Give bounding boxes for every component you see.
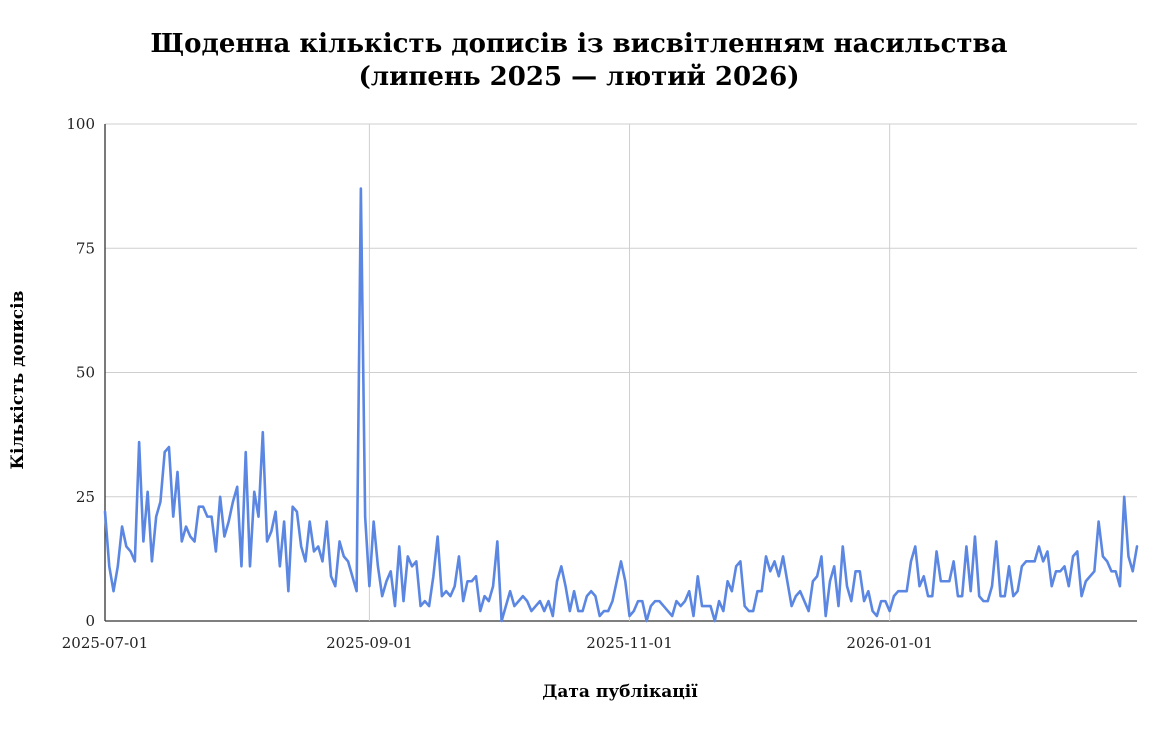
y-tick-label: 25	[76, 488, 95, 506]
y-tick-label: 50	[76, 364, 95, 382]
chart-title-line-1: Щоденна кількість дописів із висвітлення…	[150, 29, 1008, 59]
x-axis-title: Дата публікації	[542, 682, 698, 702]
series	[103, 187, 1139, 623]
series-line	[103, 187, 1139, 623]
y-tick-label: 100	[66, 115, 95, 133]
y-gridlines	[105, 123, 1137, 622]
x-tick-label: 2025-11-01	[586, 634, 672, 652]
x-tick-label: 2026-01-01	[846, 634, 932, 652]
x-axis-ticks: 2025-07-01 2025-09-01 2025-11-01 2026-01-01	[62, 634, 933, 652]
chart-title-line-2: (липень 2025 — лютий 2026)	[358, 62, 800, 92]
chart-title: Щоденна кількість дописів із висвітлення…	[0, 28, 1158, 94]
x-gridlines	[104, 124, 891, 621]
x-tick-label: 2025-07-01	[62, 634, 148, 652]
y-axis-ticks: 0 25 50 75 100	[66, 115, 95, 630]
x-tick-label: 2025-09-01	[326, 634, 412, 652]
y-tick-label: 75	[76, 239, 95, 257]
y-axis-title: Кількість дописів	[8, 290, 28, 469]
y-tick-label: 0	[85, 612, 95, 630]
